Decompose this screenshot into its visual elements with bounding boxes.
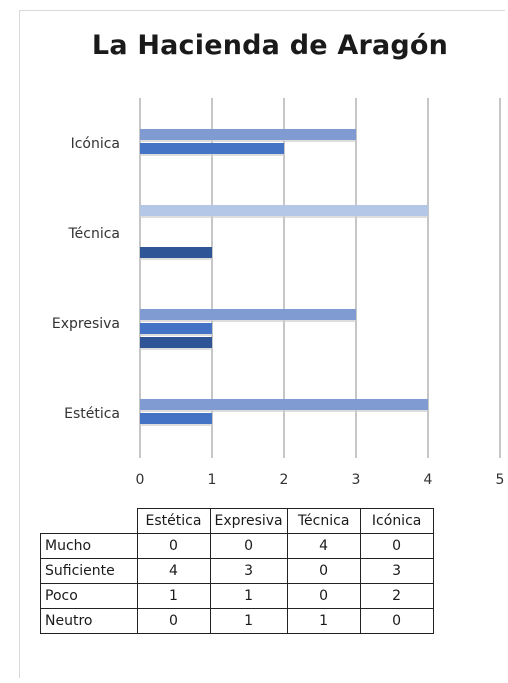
table-cell: 0 [136,608,211,634]
chart-frame [19,10,505,678]
x-tick-label: 5 [496,472,505,488]
table-cell: 2 [359,583,434,609]
table-cell: 0 [359,608,434,634]
table-row: Neutro 0 1 1 0 [40,608,434,634]
table-cell: 0 [286,583,361,609]
bar [140,309,356,320]
bar [140,205,428,216]
table-cell: 3 [359,558,434,584]
category-label: Estética [64,406,120,422]
table-cell: 1 [136,583,211,609]
x-tick-label: 1 [208,472,217,488]
category-label: Técnica [67,226,120,242]
table-cell: 4 [136,558,211,584]
table-cell: 0 [286,558,361,584]
chart-title: La Hacienda de Aragón [91,30,449,61]
table-cell: 0 [359,533,434,559]
bar [140,399,428,410]
table-row-header: Suficiente [40,558,138,584]
table-column-header: Estética [136,508,211,534]
data-table: Estética Expresiva Técnica Icónica Mucho 0 0 4… [40,508,434,634]
table-cell: 0 [209,533,288,559]
table-cell: 1 [209,608,288,634]
table-column-header: Técnica [286,508,361,534]
table-row-header: Mucho [40,533,138,559]
table-corner-cell [40,508,138,534]
x-tick-label: 4 [424,472,433,488]
table-row: Poco 1 1 0 2 [40,583,434,609]
table-row-header: Poco [40,583,138,609]
table-cell: 1 [286,608,361,634]
table-row: Suficiente 4 3 0 3 [40,558,434,584]
table-cell: 3 [209,558,288,584]
bar [140,143,284,154]
table-row-header: Neutro [40,608,138,634]
table-header-row: Estética Expresiva Técnica Icónica [40,508,434,534]
category-label: Expresiva [52,316,120,332]
bar [140,337,212,348]
x-tick-label: 0 [136,472,145,488]
category-label: Icónica [71,136,120,152]
x-tick-label: 2 [280,472,289,488]
table-row: Mucho 0 0 4 0 [40,533,434,559]
table-column-header: Expresiva [209,508,288,534]
table-cell: 1 [209,583,288,609]
bar [140,413,212,424]
table-column-header: Icónica [359,508,434,534]
bar [140,129,356,140]
table-cell: 4 [286,533,361,559]
bar [140,323,212,334]
table-cell: 0 [136,533,211,559]
bar [140,247,212,258]
x-tick-label: 3 [352,472,361,488]
